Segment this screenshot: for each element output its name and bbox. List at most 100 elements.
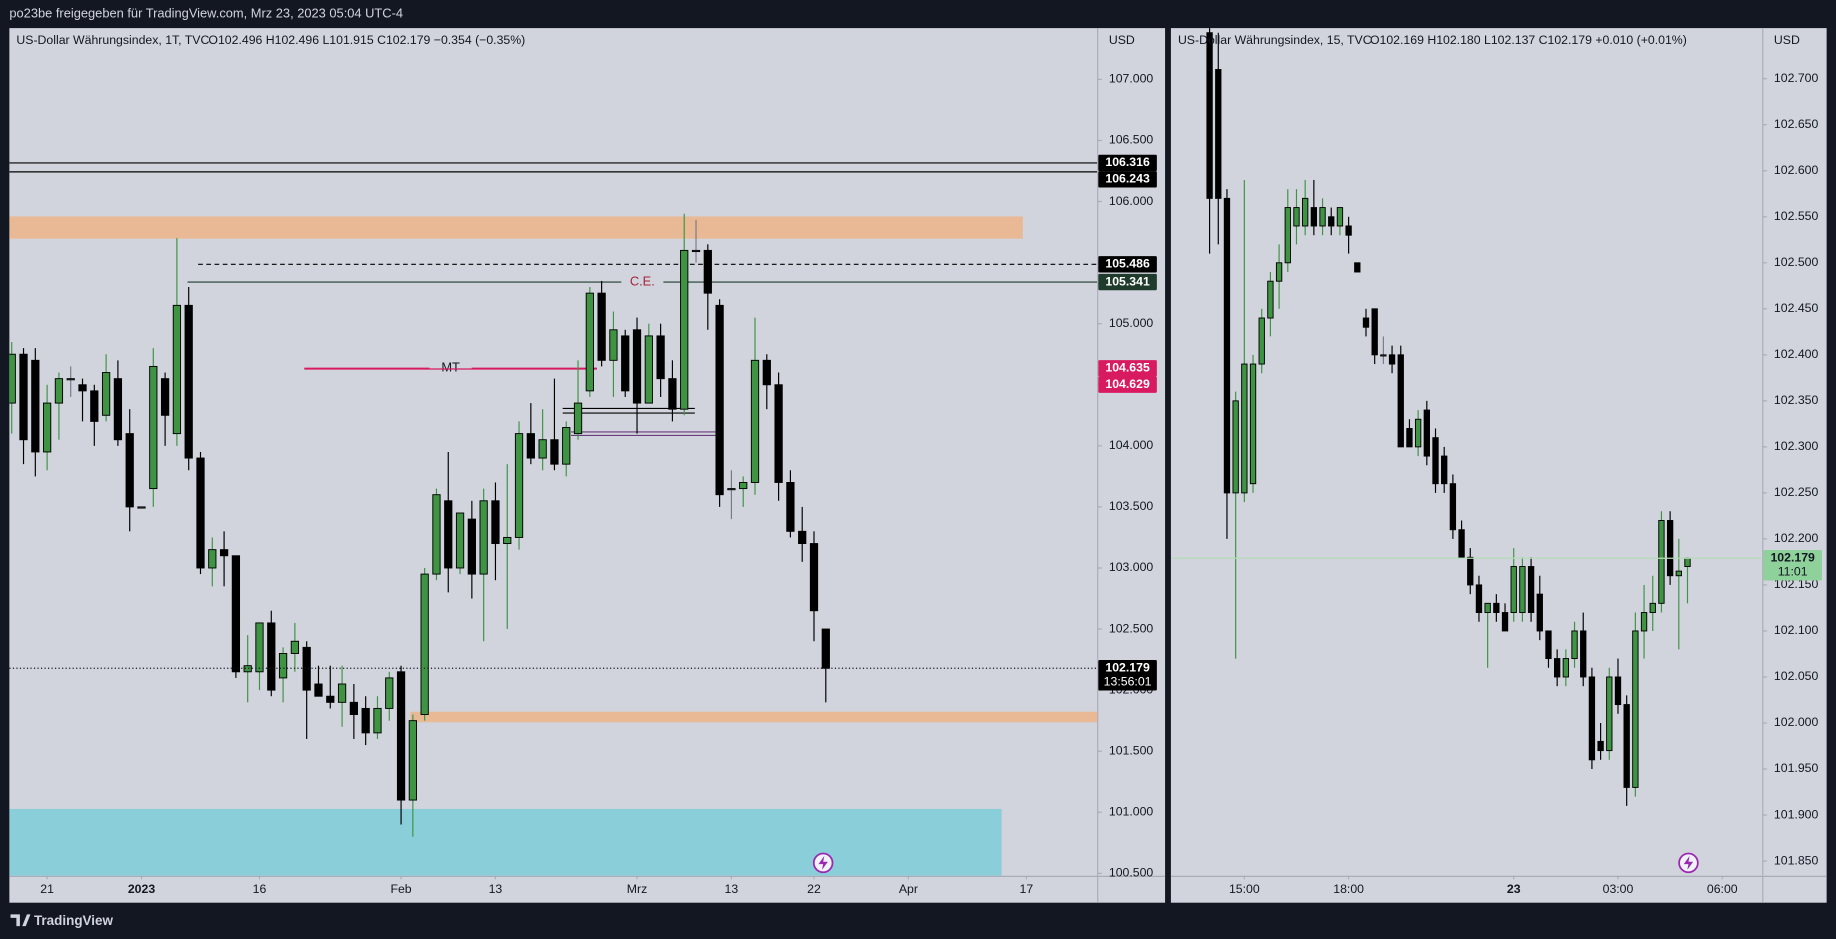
candle-body — [420, 573, 429, 716]
candle-body — [196, 457, 205, 569]
candle-body — [774, 384, 783, 483]
y-tick-label: 102.650 — [1774, 117, 1819, 131]
candle-body — [1449, 483, 1457, 531]
candle-body — [90, 390, 99, 422]
candle-body — [231, 555, 241, 673]
candle-body — [9, 353, 16, 404]
candle-body — [101, 372, 111, 416]
alert-icon[interactable] — [812, 852, 834, 874]
y-tick-label: 102.300 — [1774, 439, 1819, 453]
y-tick-label: 102.400 — [1774, 347, 1819, 361]
candle-body — [491, 500, 500, 545]
level-label: C.E. — [630, 273, 655, 288]
left-plot: C.E. MT — [9, 162, 1098, 876]
price-badge — [1098, 256, 1157, 273]
y-tick-label: 104.000 — [1109, 438, 1154, 452]
y-tick-label: 103.500 — [1109, 499, 1154, 513]
candle-body — [455, 512, 465, 569]
candle-body — [526, 433, 535, 459]
candle-body — [1649, 602, 1656, 614]
candle-body — [467, 518, 476, 575]
candle-body — [1571, 630, 1578, 660]
candle-body — [1588, 676, 1596, 761]
candle-body — [1580, 630, 1587, 678]
x-tick-label: 17 — [1020, 882, 1034, 896]
candle-body — [1519, 566, 1526, 614]
candle-body — [160, 378, 170, 416]
candle-body — [1336, 207, 1344, 227]
share-caption: po23be freigegeben für TradingView.com, … — [9, 5, 403, 20]
candle-body — [255, 622, 264, 673]
candle-body — [597, 292, 606, 361]
candle-body — [1501, 612, 1509, 632]
candle-body — [1658, 520, 1665, 604]
candle-body — [514, 433, 524, 538]
candle-body — [1414, 418, 1422, 448]
price-badge-label: 105.486 — [1105, 257, 1150, 271]
y-tick-label: 102.000 — [1774, 715, 1819, 729]
candle-body — [444, 500, 453, 569]
candle-body — [78, 384, 87, 392]
candle-body — [739, 482, 748, 490]
zone — [410, 711, 1098, 723]
currency: USD — [1109, 33, 1135, 47]
candle-body — [1206, 32, 1213, 199]
price-badge-label: 106.243 — [1105, 172, 1150, 186]
price-badge-label: 105.341 — [1105, 274, 1150, 288]
candle-body — [219, 549, 229, 557]
candle-body — [113, 378, 123, 441]
candle-body — [1606, 676, 1613, 752]
candle-body — [1675, 570, 1682, 577]
candle-body — [172, 304, 182, 435]
x-tick-label: 21 — [40, 882, 54, 896]
candle-body — [1632, 630, 1639, 788]
candle-body — [314, 683, 323, 697]
level-label-gap — [621, 275, 664, 290]
level-label-gap — [429, 361, 472, 376]
candle-body — [408, 720, 417, 801]
candle-body — [1527, 566, 1535, 614]
candle-body — [1215, 69, 1222, 199]
price-badge — [1098, 660, 1157, 691]
symbol-title: US-Dollar Währungsindex, 1T, TVC — [16, 33, 209, 47]
price-badge — [1098, 273, 1157, 291]
left-panel — [9, 28, 1166, 903]
candle-body — [585, 292, 594, 392]
candle-body — [349, 701, 358, 716]
axes: US-Dollar Währungsindex, 1T, TVC O102.496… — [16, 33, 1822, 896]
y-tick-label: 103.000 — [1109, 560, 1154, 574]
alert-icon[interactable] — [1678, 852, 1699, 874]
candle-body — [1475, 584, 1483, 614]
y-tick-label: 101.000 — [1109, 805, 1154, 819]
candle-body — [821, 628, 830, 669]
zone — [9, 808, 1002, 876]
candle-body — [1371, 308, 1378, 356]
x-tick-label: 13 — [489, 882, 503, 896]
x-tick-label: 23 — [1507, 882, 1521, 896]
candle-body — [668, 378, 677, 410]
candle-body — [1666, 520, 1674, 577]
x-tick-label: 22 — [807, 882, 821, 896]
price-badge — [1098, 360, 1157, 377]
candle-body — [149, 365, 158, 490]
brand-logo[interactable] — [10, 914, 31, 927]
x-tick-label: Mrz — [627, 882, 647, 896]
candle-body — [31, 359, 40, 453]
y-tick-label: 102.200 — [1774, 531, 1819, 545]
right-plot — [1170, 28, 1763, 806]
candle-body — [562, 427, 571, 465]
candle-body — [361, 707, 370, 734]
x-tick-label: 2023 — [128, 882, 155, 896]
candle-body — [503, 536, 512, 545]
candle-body — [1554, 658, 1561, 678]
y-tick-label: 102.700 — [1774, 71, 1819, 85]
price-badge — [1098, 171, 1157, 188]
level-label: MT — [441, 360, 460, 375]
candle-body — [609, 329, 618, 361]
candle-body — [573, 402, 583, 435]
ohlc-quote: O102.496 H102.496 L101.915 C102.179 −0.3… — [208, 33, 525, 47]
currency: USD — [1774, 33, 1800, 47]
candle-body — [137, 506, 146, 509]
zone — [9, 216, 1023, 239]
